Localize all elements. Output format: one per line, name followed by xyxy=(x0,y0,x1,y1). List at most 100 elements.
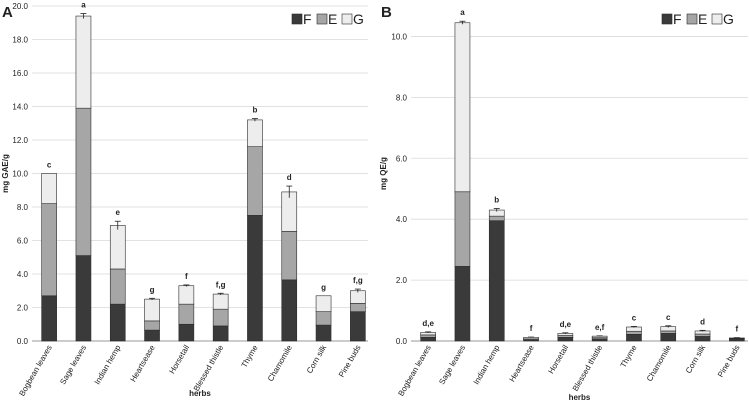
panel-a-letter: A xyxy=(2,4,13,21)
y-tick-label: 20.0 xyxy=(12,2,28,11)
bar-segment-F xyxy=(144,329,160,342)
legend-swatch-F xyxy=(291,13,303,25)
significance-letter: a xyxy=(81,1,86,10)
y-tick-label: 8.0 xyxy=(17,203,29,212)
y-tick-label: 10.0 xyxy=(12,170,28,179)
x-tick-label: Sage leaves xyxy=(58,344,88,387)
legend-label: E xyxy=(698,11,707,27)
bar-segment-G xyxy=(454,22,471,193)
x-tick-label: Thyme xyxy=(240,343,260,369)
panel-b-letter: B xyxy=(381,4,392,21)
x-tick-label: Blessed thistle xyxy=(571,343,605,393)
bar-segment-E xyxy=(281,230,298,281)
x-tick-label: Pine buds xyxy=(337,344,363,379)
y-tick-label: 18.0 xyxy=(12,36,28,45)
bar-segment-F xyxy=(729,338,745,342)
y-tick-label: 12.0 xyxy=(12,136,28,145)
y-tick-label: 2.0 xyxy=(17,304,29,313)
x-axis-label: herbs xyxy=(569,393,591,402)
legend-swatch-G xyxy=(341,13,353,25)
x-tick-label: Chamomile xyxy=(645,343,673,383)
bar-segment-G xyxy=(178,285,195,305)
bar-segment-E xyxy=(178,303,195,325)
bar-segment-E xyxy=(315,311,332,326)
significance-letter: d xyxy=(287,173,292,182)
bar-segment-G xyxy=(281,191,298,232)
significance-letter: d,e xyxy=(422,319,434,328)
legend-label: E xyxy=(328,11,337,27)
bar-segment-E xyxy=(660,330,677,334)
significance-letter: d,e xyxy=(560,320,572,329)
significance-letter: g xyxy=(321,283,326,292)
significance-letter: g xyxy=(150,285,155,294)
bar-segment-G xyxy=(75,15,92,109)
bar-segment-E xyxy=(420,334,436,338)
bar-segment-G xyxy=(626,326,642,332)
bar-segment-F xyxy=(109,303,126,342)
y-axis-label: mg QE/g xyxy=(379,157,388,190)
x-tick-label: Indian hemp xyxy=(472,343,502,386)
panel-a: A 0.0 2.0 4.0 6.0 8.0 10.0 12.0 14.0 16.0 18.0 20.… xyxy=(1,1,368,398)
bar-segment-F xyxy=(178,323,195,342)
bar-segment-F xyxy=(626,333,642,342)
y-tick-label: 14.0 xyxy=(12,103,28,112)
bar-segment-G xyxy=(212,293,229,310)
y-tick-label: 6.0 xyxy=(396,154,408,163)
bar-segment-E xyxy=(75,107,92,256)
bar-segment-F xyxy=(247,215,263,342)
bar-segment-F xyxy=(350,311,366,342)
significance-letter: f,g xyxy=(216,280,226,289)
y-tick-label: 4.0 xyxy=(396,215,408,224)
y-tick-label: 8.0 xyxy=(396,93,408,102)
bar-segment-G xyxy=(315,295,332,312)
bar-segment-E xyxy=(109,268,126,305)
bar-segment-E xyxy=(41,203,57,297)
y-tick-label: 10.0 xyxy=(391,32,407,41)
bar-segment-F xyxy=(454,266,471,342)
x-axis-label: herbs xyxy=(189,389,211,398)
x-tick-label: Heartsease xyxy=(129,343,158,383)
y-axis-label: mg GAE/g xyxy=(1,154,10,193)
bar-segment-F xyxy=(557,337,574,342)
significance-letter: f xyxy=(736,325,739,334)
bar-segment-F xyxy=(488,220,505,342)
bar-segment-F xyxy=(41,295,57,342)
legend-swatch-G xyxy=(711,13,723,25)
significance-letter: b xyxy=(494,196,499,205)
significance-letter: f xyxy=(185,272,188,281)
bar-segment-G xyxy=(144,298,160,322)
x-tick-label: Chamomile xyxy=(266,343,294,383)
bar-segment-G xyxy=(350,290,366,304)
bar-segment-F xyxy=(75,255,92,342)
x-tick-label: Bogbean leaves xyxy=(396,344,432,398)
bar-segment-F xyxy=(315,324,332,342)
x-tick-label: Heartsease xyxy=(508,343,537,383)
bar-segment-F xyxy=(212,325,229,342)
legend-label: F xyxy=(303,11,312,27)
significance-letter: e,f xyxy=(595,323,605,332)
bar-segment-E xyxy=(247,146,263,216)
x-tick-label: Horsetail xyxy=(167,343,191,375)
x-tick-label: Pine buds xyxy=(716,344,742,379)
x-tick-label: Horsetail xyxy=(546,343,570,375)
significance-letter: f,g xyxy=(353,276,363,285)
significance-letter: d xyxy=(700,317,705,326)
bar-segment-F xyxy=(420,337,436,342)
bar-segment-E xyxy=(212,308,229,327)
bar-segment-E xyxy=(350,303,366,312)
legend-label: G xyxy=(353,11,364,27)
legend-swatch-E xyxy=(316,13,328,25)
bar-segment-F xyxy=(281,279,298,342)
y-tick-label: 2.0 xyxy=(396,276,408,285)
significance-letter: e xyxy=(116,208,121,217)
bar-segment-F xyxy=(660,333,677,342)
bar-segment-F xyxy=(591,338,608,342)
bar-segment-E xyxy=(454,191,471,267)
legend-label: G xyxy=(723,11,734,27)
significance-letter: b xyxy=(253,106,258,115)
bar-segment-E xyxy=(488,215,505,222)
x-tick-label: Indian hemp xyxy=(93,343,123,386)
x-tick-label: Thyme xyxy=(619,343,639,369)
significance-letter: f xyxy=(530,324,533,333)
